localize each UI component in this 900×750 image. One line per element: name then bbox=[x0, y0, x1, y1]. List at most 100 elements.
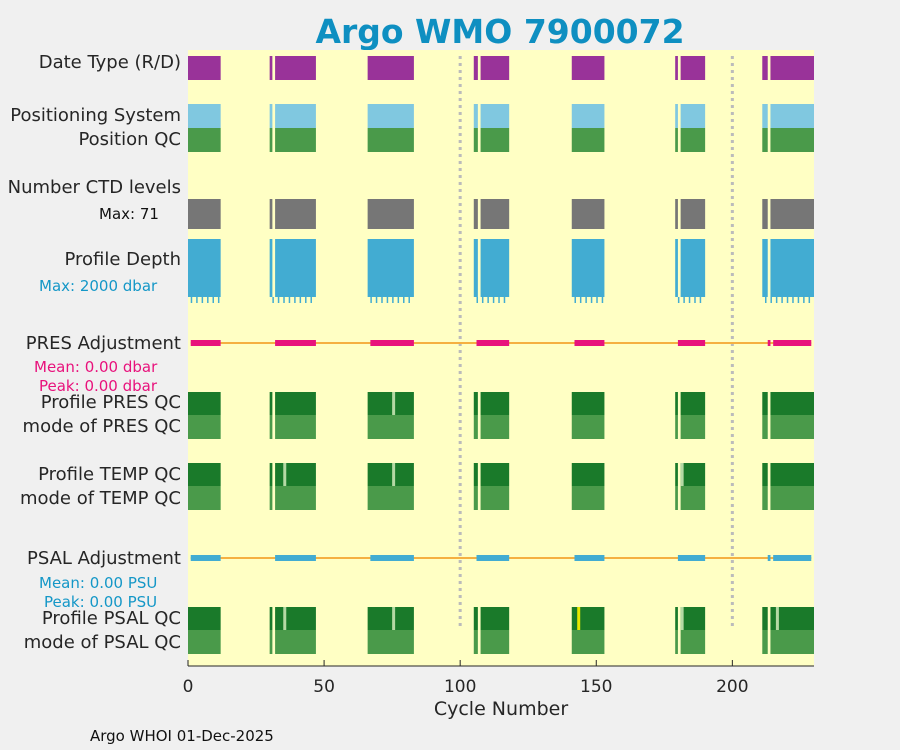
temp-qc-gap-2 bbox=[677, 463, 681, 486]
depth-dot-1-45 bbox=[310, 297, 312, 303]
temp-mode-gap-0 bbox=[272, 486, 276, 510]
depth-dot-5-184 bbox=[688, 297, 691, 303]
psal-qc-gap-1 bbox=[477, 607, 481, 630]
pres-mode-bar-0 bbox=[188, 415, 221, 439]
depth-dot-0-3 bbox=[196, 297, 198, 303]
depth-dot-0-9 bbox=[212, 297, 214, 303]
chart-title: Argo WMO 7900072 bbox=[315, 12, 685, 51]
depth-dot-4-150 bbox=[596, 297, 598, 303]
temp-mode-gap-2 bbox=[677, 486, 681, 510]
profile-depth-bar-4 bbox=[571, 239, 605, 297]
depth-dot-5-188 bbox=[699, 297, 702, 303]
depth-dot-2-77 bbox=[397, 297, 400, 303]
num-levels-bar-6 bbox=[762, 199, 814, 229]
depth-dot-1-35 bbox=[283, 297, 285, 303]
psal-qc-bar-0 bbox=[188, 607, 221, 630]
depth-dot-6-212 bbox=[765, 297, 767, 303]
psal-adjustment-seg-4 bbox=[574, 555, 605, 561]
num-levels-bar-4 bbox=[571, 199, 605, 229]
profile-depth-gap-3 bbox=[767, 239, 771, 297]
pres-adjustment-seg-4 bbox=[574, 340, 605, 346]
label-temp-qc: Profile TEMP QC bbox=[38, 464, 181, 485]
label-temp-mode: mode of TEMP QC bbox=[19, 488, 181, 509]
positioning-system-gap-3 bbox=[767, 104, 771, 128]
profile-depth-gap-1 bbox=[477, 239, 481, 297]
temp-mode-bar-0 bbox=[188, 486, 221, 510]
depth-dot-1-33 bbox=[277, 297, 280, 303]
psal-qc-flag-75 bbox=[392, 607, 396, 630]
pres-qc-flag-75 bbox=[392, 392, 396, 415]
profile-depth-bar-2 bbox=[367, 239, 414, 297]
position-qc-bar-6 bbox=[762, 128, 814, 152]
pres-qc-bar-6 bbox=[762, 392, 814, 415]
depth-dot-1-37 bbox=[288, 297, 291, 303]
pres-qc-bar-0 bbox=[188, 392, 221, 415]
profile-depth-bar-0 bbox=[188, 239, 221, 297]
num-levels-gap-2 bbox=[677, 199, 681, 229]
label-positioning-system: Positioning System bbox=[10, 105, 181, 126]
psal-qc-flag-181 bbox=[680, 607, 684, 630]
num-levels-gap-0 bbox=[272, 199, 276, 229]
depth-dot-2-67 bbox=[370, 297, 372, 303]
psal-mode-gap-3 bbox=[767, 630, 771, 654]
depth-dot-5-182 bbox=[683, 297, 685, 303]
temp-mode-bar-1 bbox=[269, 486, 316, 510]
pres-mode-gap-0 bbox=[272, 415, 276, 439]
num-levels-gap-1 bbox=[477, 199, 481, 229]
x-tick-label-200: 200 bbox=[716, 677, 749, 697]
positioning-system-gap-1 bbox=[477, 104, 481, 128]
psal-qc-gap-0 bbox=[272, 607, 276, 630]
psal-qc-gap-3 bbox=[767, 607, 771, 630]
depth-dot-2-79 bbox=[403, 297, 405, 303]
pres-mode-bar-1 bbox=[269, 415, 316, 439]
psal-mode-bar-6 bbox=[762, 630, 814, 654]
pres-adjustment-seg-1 bbox=[275, 340, 316, 346]
depth-dot-6-218 bbox=[781, 297, 783, 303]
temp-mode-bar-6 bbox=[762, 486, 814, 510]
pres-qc-gap-3 bbox=[767, 392, 771, 415]
temp-qc-bar-6 bbox=[762, 463, 814, 486]
depth-dot-0-11 bbox=[217, 297, 220, 303]
psal-mode-bar-4 bbox=[571, 630, 605, 654]
depth-dot-6-222 bbox=[792, 297, 794, 303]
psal-adjustment-seg-3 bbox=[476, 555, 510, 561]
temp-qc-bar-3 bbox=[473, 463, 510, 486]
depth-dot-2-81 bbox=[408, 297, 410, 303]
depth-dot-3-108 bbox=[481, 297, 484, 303]
pres-mode-gap-2 bbox=[677, 415, 681, 439]
psal-qc-bar-6 bbox=[762, 607, 814, 630]
pres-qc-gap-2 bbox=[677, 392, 681, 415]
depth-dot-0-5 bbox=[201, 297, 204, 303]
temp-mode-bar-2 bbox=[367, 486, 414, 510]
psal-adjustment-seg-7 bbox=[773, 555, 812, 561]
label-profile-depth: Profile Depth bbox=[64, 249, 181, 270]
date-type-gap-0 bbox=[272, 56, 276, 80]
psal-qc-flag-216 bbox=[775, 607, 779, 630]
positioning-system-bar-6 bbox=[762, 104, 814, 128]
date-type-gap-1 bbox=[477, 56, 481, 80]
label-position-qc: Position QC bbox=[78, 129, 181, 150]
temp-qc-bar-4 bbox=[571, 463, 605, 486]
position-qc-gap-2 bbox=[677, 128, 681, 152]
depth-dot-4-144 bbox=[579, 297, 582, 303]
position-qc-bar-0 bbox=[188, 128, 221, 152]
num-levels-bar-2 bbox=[367, 199, 414, 229]
psal-qc-flag-35 bbox=[283, 607, 287, 630]
depth-dot-0-7 bbox=[207, 297, 209, 303]
psal-adjustment-seg-0 bbox=[190, 555, 221, 561]
depth-dot-3-106 bbox=[476, 297, 479, 303]
label-num-levels-max: Max: 71 bbox=[99, 205, 159, 223]
psal-adjustment-seg-5 bbox=[677, 555, 706, 561]
depth-dot-1-39 bbox=[294, 297, 296, 303]
position-qc-gap-3 bbox=[767, 128, 771, 152]
x-tick-label-50: 50 bbox=[313, 677, 335, 697]
date-type-bar-2 bbox=[367, 56, 414, 80]
label-depth-max: Max: 2000 dbar bbox=[39, 277, 158, 295]
depth-dot-4-148 bbox=[590, 297, 593, 303]
depth-dot-4-146 bbox=[585, 297, 587, 303]
position-qc-bar-4 bbox=[571, 128, 605, 152]
pres-mode-gap-3 bbox=[767, 415, 771, 439]
label-psal-qc: Profile PSAL QC bbox=[41, 608, 181, 629]
date-type-bar-6 bbox=[762, 56, 814, 80]
temp-qc-gap-3 bbox=[767, 463, 771, 486]
